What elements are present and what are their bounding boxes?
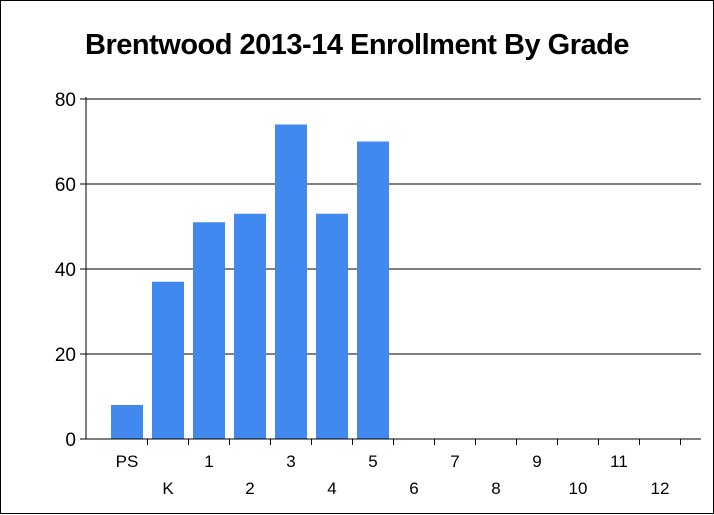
x-tick-label: K: [162, 479, 174, 498]
chart-title: Brentwood 2013-14 Enrollment By Grade: [85, 29, 629, 61]
bar: [357, 141, 389, 439]
x-tick-label: 2: [245, 479, 254, 498]
x-tick-label: 4: [327, 479, 336, 498]
bar: [234, 213, 266, 439]
x-tick-label: 3: [286, 452, 295, 471]
x-tick-label: 12: [651, 479, 670, 498]
x-tick-label: 6: [409, 479, 418, 498]
x-tick-label: 9: [532, 452, 541, 471]
x-tick-label: 5: [368, 452, 377, 471]
y-tick-label: 40: [55, 260, 76, 281]
x-tick-label: PS: [116, 452, 139, 471]
bar: [111, 405, 143, 439]
y-tick-label: 60: [55, 175, 76, 196]
x-tick-label: 1: [204, 452, 213, 471]
bar: [193, 222, 225, 439]
y-tick-label: 20: [55, 345, 76, 366]
bar: [275, 124, 307, 439]
x-tick-label: 8: [491, 479, 500, 498]
y-tick-label: 80: [55, 90, 76, 111]
bar: [152, 281, 184, 439]
x-tick-label: 11: [610, 452, 628, 471]
y-tick-label: 0: [65, 430, 76, 451]
x-tick-label: 7: [450, 452, 459, 471]
x-tick-label: 10: [569, 479, 588, 498]
bar: [316, 213, 348, 439]
